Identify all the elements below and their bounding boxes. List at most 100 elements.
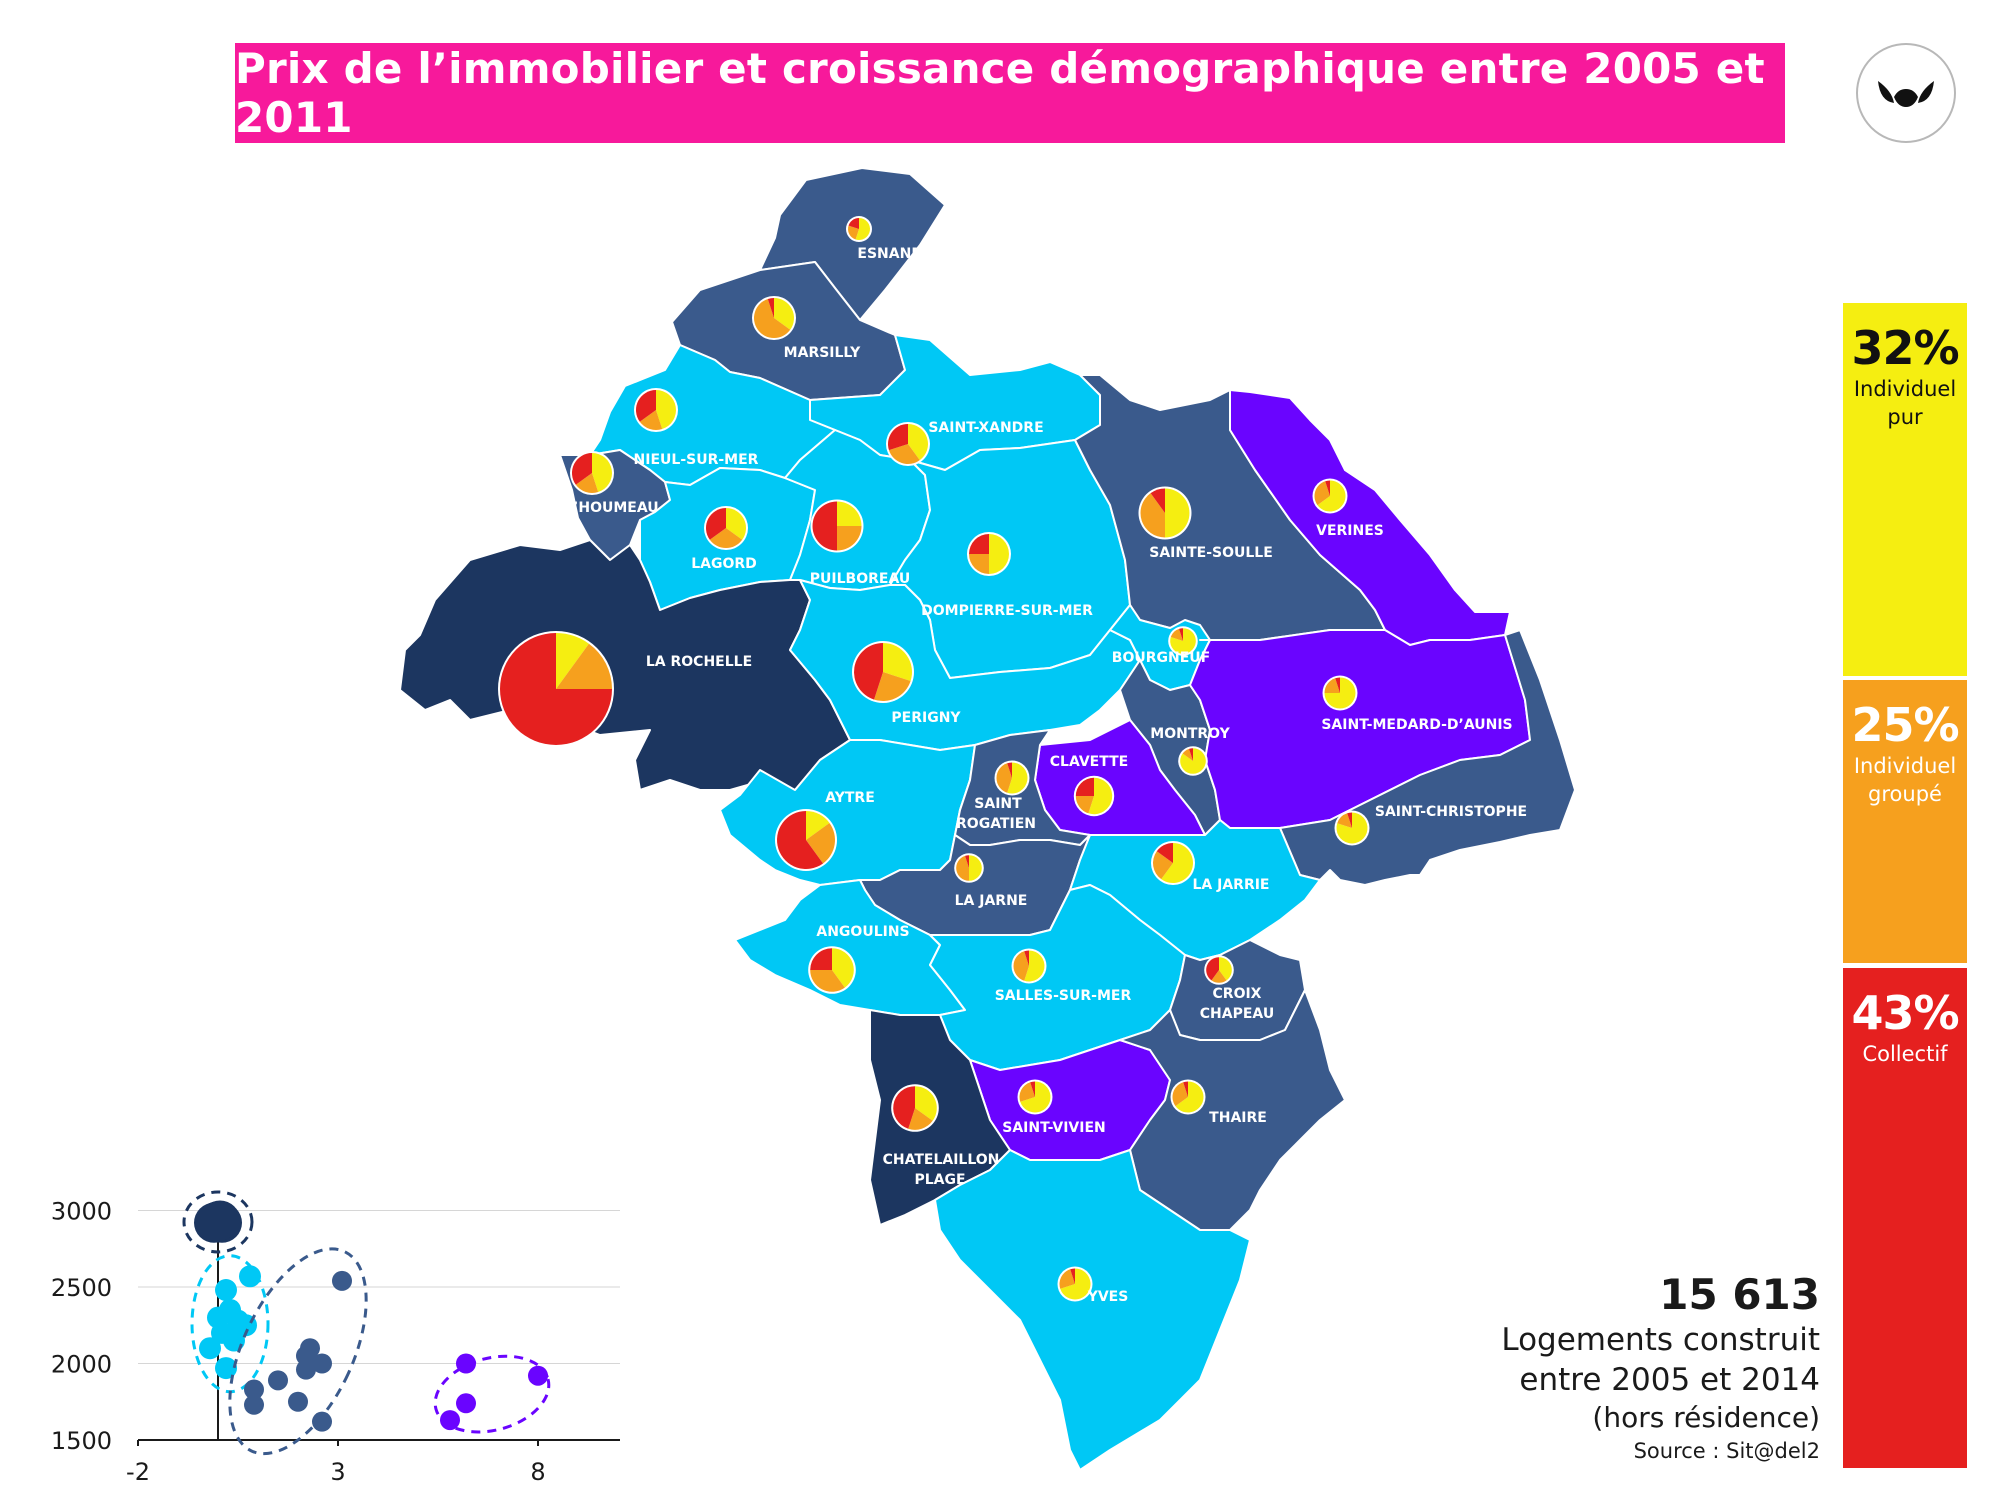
pie-slice: [996, 763, 1012, 793]
source-note: Source : Sit@del2: [1633, 1439, 1820, 1463]
pie-slice: [806, 811, 830, 840]
commune-label-la_rochelle: LA ROCHELLE: [646, 654, 752, 670]
legend-collectif: 43% Collectif: [1843, 968, 1967, 1468]
legend-label: Individuel pur: [1853, 377, 1957, 429]
pie-slice: [837, 526, 862, 551]
pie-slice: [806, 822, 836, 864]
commune-region-thaire: [1119, 989, 1346, 1231]
legend-label: Collectif: [1862, 1042, 1948, 1066]
pie-slice: [908, 1108, 933, 1130]
cluster-outline-purple: [433, 1354, 551, 1434]
x-tick-label: 3: [330, 1458, 345, 1486]
legend-individuel-groupe: 25% Individuel groupé: [1843, 680, 1967, 963]
y-tick-label: 3000: [51, 1198, 112, 1226]
pie-slice: [1219, 957, 1232, 981]
pie-chart-saint_xandre: [886, 422, 930, 466]
pie-chart-salles: [1011, 948, 1047, 984]
pie-slice: [556, 643, 612, 689]
pie-slice: [812, 501, 837, 551]
pie-slice: [592, 453, 612, 493]
commune-label-marsilly: MARSILLY: [784, 345, 862, 361]
pie-slice: [1165, 488, 1190, 538]
pie-slice: [1182, 748, 1193, 761]
y-tick-label: 2000: [51, 1351, 112, 1379]
commune-label-yves: YVES: [1087, 1289, 1129, 1305]
pie-chart-croix_chapeau: [1204, 955, 1234, 985]
commune-label-saint_xandre: SAINT-XANDRE: [928, 420, 1043, 436]
pie-chart-la_rochelle: [498, 631, 614, 747]
pie-slice: [1059, 1269, 1075, 1289]
housing-count: 15 613: [1659, 1270, 1820, 1319]
pie-chart-chatelaillon: [891, 1084, 939, 1132]
commune-label-thaire: THAIRE: [1209, 1110, 1267, 1126]
pie-slice: [1337, 813, 1352, 828]
commune-label-esnandes: ESNANDES: [857, 246, 942, 262]
commune-label-saint_medard: SAINT-MEDARD-D’AUNIS: [1321, 717, 1512, 733]
pie-slice: [888, 444, 920, 465]
title-banner: Prix de l’immobilier et croissance démog…: [235, 43, 1785, 143]
pie-slice: [500, 633, 612, 745]
pie-slice: [1019, 1082, 1035, 1102]
pie-slice: [1325, 480, 1330, 496]
pie-slice: [874, 672, 911, 701]
legend-individuel-pur: 32% Individuel pur: [1843, 303, 1967, 676]
pie-slice: [777, 811, 824, 869]
pie-chart-angoulins: [808, 946, 856, 994]
x-tick-label: -2: [126, 1458, 150, 1486]
pie-slice: [1324, 678, 1340, 693]
pie-slice: [969, 534, 989, 554]
pie-slice: [1013, 951, 1029, 981]
commune-label-salles: SALLES-SUR-MER: [995, 988, 1132, 1004]
pie-slice: [810, 948, 832, 970]
pie-slice: [848, 218, 859, 229]
pie-slice: [556, 633, 589, 689]
pie-slice: [1030, 1081, 1035, 1097]
pie-slice: [1150, 488, 1165, 513]
pie-chart-aytre: [775, 809, 837, 871]
pie-chart-sainte_soulle: [1138, 486, 1192, 540]
pie-slice: [1024, 950, 1045, 982]
pie-slice: [837, 501, 862, 526]
pie-slice: [893, 1086, 915, 1129]
pie-chart-saint_christophe: [1334, 810, 1370, 846]
pie-slice: [1088, 777, 1113, 815]
commune-label-puilboreau: PUILBOREAU: [810, 571, 910, 587]
commune-label-saint_rogatien: SAINT: [974, 796, 1022, 812]
housing-stats: 15 613 Logements construit entre 2005 et…: [1370, 1270, 1820, 1466]
commune-label-saint_rogatien: ROGATIEN: [956, 816, 1036, 832]
pie-slice: [1075, 777, 1094, 796]
commune-label-montroy: MONTROY: [1150, 726, 1230, 742]
pie-slice: [883, 643, 912, 681]
pie-chart-saint_vivien: [1017, 1079, 1053, 1115]
pie-slice: [1007, 762, 1028, 794]
commune-label-lagord: LAGORD: [691, 556, 757, 572]
pie-slice: [956, 855, 969, 881]
commune-label-croix_chapeau: CROIX: [1213, 986, 1262, 1002]
pie-chart-saint_rogatien: [994, 760, 1030, 796]
scatter-point-light: [215, 1357, 237, 1380]
commune-label-perigny: PERIGNY: [891, 710, 961, 726]
pie-slice: [705, 507, 726, 540]
pie-slice: [1170, 628, 1196, 654]
commune-label-bourgneuf: BOURGNEUF: [1112, 650, 1210, 666]
pie-chart-la_jarrie: [1151, 841, 1195, 885]
pie-slice: [848, 225, 859, 240]
cluster-outline-darkest: [182, 1190, 254, 1254]
pie-slice: [1183, 1081, 1188, 1097]
pie-slice: [754, 298, 791, 339]
y-tick-label: 2500: [51, 1274, 112, 1302]
scatter-point-purple: [528, 1365, 548, 1386]
pie-slice: [854, 643, 883, 700]
brand-logo: [1856, 43, 1956, 143]
pie-slice: [810, 970, 845, 992]
pie-slice: [915, 1086, 937, 1121]
scatter-point-light: [239, 1265, 261, 1288]
scatter-point-light: [199, 1337, 221, 1360]
scatter-point-purple: [456, 1353, 476, 1374]
pie-chart-la_jarne: [954, 853, 984, 883]
pie-slice: [1336, 812, 1368, 844]
scatter-point-dark: [332, 1270, 352, 1291]
commune-label-clavette: CLAVETTE: [1050, 754, 1128, 770]
pie-slice: [1140, 493, 1165, 538]
